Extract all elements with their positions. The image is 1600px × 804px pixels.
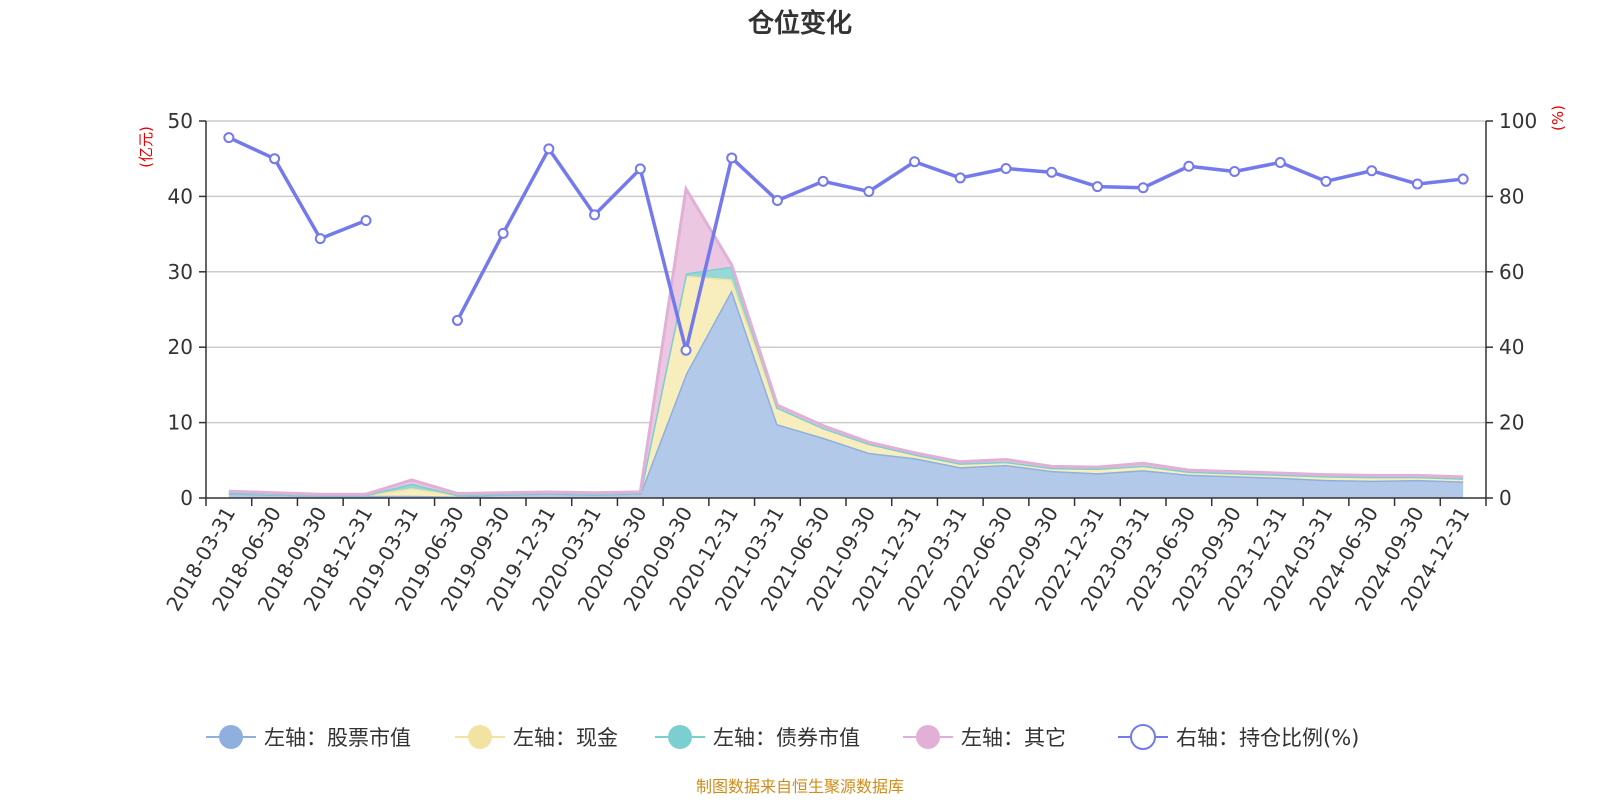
area-series-0 <box>228 289 1464 498</box>
right-tick-label: 40 <box>1499 335 1524 359</box>
ratio-point[interactable] <box>1320 175 1332 187</box>
ratio-point[interactable] <box>771 195 783 207</box>
legend-item-0[interactable]: 左轴：股票市值 <box>206 725 411 750</box>
legend-marker <box>916 725 940 749</box>
ratio-point[interactable] <box>269 153 281 165</box>
ratio-line-layer <box>223 132 1469 356</box>
ratio-point[interactable] <box>1366 165 1378 177</box>
ratio-point[interactable] <box>680 344 692 356</box>
ratio-point[interactable] <box>543 143 555 155</box>
data-source-note: 制图数据来自恒生聚源数据库 <box>696 777 904 796</box>
axis-layer: 010203040500204060801002018-03-312018-06… <box>161 109 1537 615</box>
right-tick-label: 0 <box>1499 486 1512 510</box>
ratio-point[interactable] <box>954 172 966 184</box>
legend-item-2[interactable]: 左轴：债券市值 <box>655 725 860 750</box>
stacked-area-layer <box>228 184 1464 498</box>
ratio-line-segment <box>228 136 367 241</box>
legend-label: 左轴：现金 <box>513 726 618 750</box>
left-axis-unit: (亿元) <box>137 126 155 168</box>
ratio-point[interactable] <box>589 209 601 221</box>
left-tick-label: 40 <box>168 184 193 208</box>
legend-marker <box>468 725 492 749</box>
ratio-point[interactable] <box>863 185 875 197</box>
ratio-point[interactable] <box>1274 156 1286 168</box>
left-tick-label: 30 <box>168 260 193 284</box>
right-axis-unit: (%) <box>1549 105 1567 131</box>
ratio-point[interactable] <box>1411 178 1423 190</box>
ratio-point[interactable] <box>1457 173 1469 185</box>
legend-marker <box>668 725 692 749</box>
ratio-point[interactable] <box>726 152 738 164</box>
legend-label: 左轴：债券市值 <box>713 726 860 750</box>
right-tick-label: 20 <box>1499 411 1524 435</box>
legend-marker <box>1130 724 1156 750</box>
chart-title: 仓位变化 <box>747 8 852 39</box>
left-tick-label: 0 <box>180 486 193 510</box>
ratio-point[interactable] <box>360 215 372 227</box>
legend-label: 左轴：其它 <box>961 726 1066 750</box>
ratio-point[interactable] <box>1000 163 1012 175</box>
legend-marker <box>219 725 243 749</box>
area-series-line-3 <box>228 184 1464 496</box>
ratio-point[interactable] <box>497 227 509 239</box>
ratio-point[interactable] <box>1183 160 1195 172</box>
ratio-point[interactable] <box>634 163 646 175</box>
ratio-point[interactable] <box>909 156 921 168</box>
ratio-point[interactable] <box>1137 182 1149 194</box>
right-tick-label: 80 <box>1499 184 1524 208</box>
ratio-point[interactable] <box>1091 181 1103 193</box>
left-tick-label: 20 <box>168 335 193 359</box>
grid-layer <box>206 120 1486 424</box>
left-tick-label: 10 <box>168 411 193 435</box>
legend-label: 左轴：股票市值 <box>264 726 411 750</box>
ratio-point[interactable] <box>1229 166 1241 178</box>
legend[interactable]: 左轴：股票市值 左轴：现金 左轴：债券市值 左轴：其它 右轴：持仓比例(%) <box>206 724 1359 750</box>
ratio-point[interactable] <box>314 233 326 245</box>
ratio-point[interactable] <box>817 175 829 187</box>
legend-item-3[interactable]: 左轴：其它 <box>903 725 1066 750</box>
right-tick-label: 60 <box>1499 260 1524 284</box>
legend-label: 右轴：持仓比例(%) <box>1176 726 1359 750</box>
legend-item-1[interactable]: 左轴：现金 <box>455 725 618 750</box>
ratio-point[interactable] <box>1046 166 1058 178</box>
ratio-point[interactable] <box>451 314 463 326</box>
legend-item-4[interactable]: 右轴：持仓比例(%) <box>1118 724 1359 750</box>
right-tick-label: 100 <box>1499 109 1537 133</box>
left-tick-label: 50 <box>168 109 193 133</box>
ratio-point[interactable] <box>223 132 235 144</box>
